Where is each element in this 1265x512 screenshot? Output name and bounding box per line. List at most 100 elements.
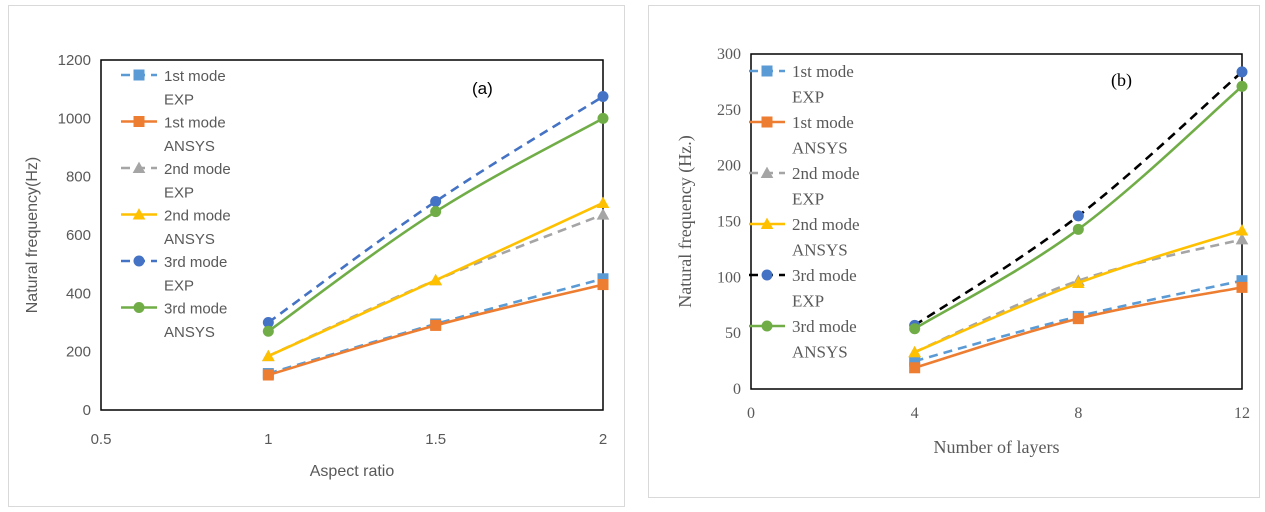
- chart-a-legend-label: 1st mode: [164, 115, 226, 132]
- chart-a-series-line: [267, 277, 604, 375]
- chart-a-panel-label: (a): [472, 79, 493, 98]
- chart-a-legend-label: 3rd mode: [164, 301, 227, 318]
- chart-b-data-point: [1236, 275, 1248, 287]
- chart-b-x-axis-label: Number of layers: [934, 437, 1060, 457]
- chart-b-plot-frame: [750, 53, 1243, 390]
- chart-a-xtick-label: 2: [599, 431, 607, 448]
- chart-a-data-point: [596, 196, 610, 208]
- chart-a-data-point: [430, 319, 442, 331]
- chart-b-xtick-label: 8: [1074, 405, 1082, 422]
- chart-b-legend-label: 1st mode: [792, 62, 854, 81]
- chart-a-xtick-label: 1: [264, 431, 272, 448]
- chart-a-data-point: [262, 317, 274, 328]
- chart-panel-b: 0 50 100 150 200 250 300 0 4 8 12 Number of layers N…: [648, 5, 1260, 498]
- chart-b-panel-label: (b): [1111, 70, 1132, 91]
- chart-a-data-point: [262, 369, 274, 381]
- chart-a-svg: 0 200 400 600 800 1000 1200 0.5 1 1.5 2 Aspect rati…: [24, 52, 610, 480]
- chart-a-legend-swatch-marker: [133, 255, 145, 267]
- chart-b-series-5: [909, 66, 1248, 331]
- chart-b-data-point: [1072, 313, 1084, 325]
- chart-a-legend-swatch-marker: [132, 208, 146, 220]
- chart-a-data-point: [430, 206, 442, 218]
- chart-b-series-2: [909, 281, 1248, 374]
- chart-b-data-point: [1072, 223, 1084, 235]
- chart-b-data-point: [908, 345, 921, 358]
- chart-b-legend: 1st mode EXP 1st mode ANSYS 2nd mode EXP 2nd m…: [749, 62, 860, 362]
- chart-b-series-line: [914, 238, 1243, 354]
- chart-b-ytick-label: 300: [717, 46, 741, 63]
- chart-a-legend-label: 3rd mode: [164, 254, 227, 271]
- chart-b-ytick-label: 0: [733, 381, 741, 398]
- chart-a-legend-swatch-marker: [133, 69, 145, 81]
- chart-b-legend-swatch-marker: [761, 65, 773, 77]
- chart-b-ytick-label: 100: [717, 269, 741, 286]
- chart-b-legend-label: EXP: [792, 88, 824, 107]
- chart-a-data-point: [429, 273, 442, 286]
- chart-b-data-point: [909, 355, 921, 367]
- chart-b-svg: 0 50 100 150 200 250 300 0 4 8 12 Number of layers N…: [675, 46, 1250, 457]
- chart-b-legend-label: 3rd mode: [792, 266, 857, 285]
- chart-a-plot-frame: [100, 59, 604, 411]
- chart-a-series-2: [262, 279, 609, 381]
- chart-a-ytick-label: 600: [66, 227, 91, 244]
- chart-a-data-point: [262, 349, 275, 362]
- chart-b-legend-swatch-marker: [760, 166, 774, 179]
- chart-b-data-point: [909, 362, 921, 374]
- chart-b-legend-swatch-marker: [760, 217, 774, 230]
- chart-b-xtick-label: 12: [1234, 405, 1250, 422]
- chart-a-data-point: [596, 208, 610, 220]
- chart-b-series-6: [909, 80, 1248, 335]
- chart-b-series-4: [908, 224, 1249, 358]
- chart-a-ytick-label: 1000: [58, 110, 91, 127]
- chart-b-legend-label: ANSYS: [792, 343, 848, 362]
- chart-b-legend-swatch-marker: [761, 269, 773, 281]
- chart-b-legend-label: 1st mode: [792, 113, 854, 132]
- chart-a-data-point: [597, 273, 609, 285]
- chart-a-series-4: [262, 196, 610, 362]
- chart-b-legend-label: EXP: [792, 292, 824, 311]
- chart-b-legend-swatch-marker: [761, 116, 773, 128]
- chart-a-data-point: [597, 90, 609, 102]
- chart-a-x-axis-label: Aspect ratio: [310, 463, 395, 480]
- chart-b-series-line: [913, 85, 1243, 330]
- chart-a-y-axis-label: Natural frequency(Hz): [24, 157, 41, 314]
- chart-a-legend-swatch-marker: [132, 161, 146, 174]
- chart-b-y-axis-label: Natural frequency (Hz.): [675, 135, 696, 307]
- chart-b-data-point: [1235, 224, 1249, 236]
- chart-a-series-6: [262, 112, 609, 337]
- chart-b-ytick-label: 150: [717, 214, 741, 231]
- chart-a-legend-label: ANSYS: [164, 324, 215, 341]
- chart-a-legend-label: 2nd mode: [164, 208, 231, 225]
- chart-a-ytick-label: 1200: [58, 52, 91, 69]
- chart-a-series-line: [267, 95, 604, 324]
- chart-b-ytick-label: 50: [725, 325, 741, 342]
- chart-a-ytick-label: 400: [66, 285, 91, 302]
- chart-b-xtick-label: 0: [747, 405, 755, 422]
- chart-b-data-point: [1235, 233, 1249, 245]
- chart-a-legend-label: EXP: [164, 184, 194, 201]
- chart-b-ytick-label: 250: [717, 102, 741, 119]
- chart-b-ytick-label: 200: [717, 158, 741, 175]
- chart-a-legend-label: ANSYS: [164, 231, 215, 248]
- chart-b-legend-label: EXP: [792, 190, 824, 209]
- chart-a-ytick-label: 800: [66, 169, 91, 186]
- chart-b-data-point: [909, 323, 921, 335]
- chart-b-legend-label: 2nd mode: [792, 164, 860, 183]
- chart-a-legend-swatch-marker: [133, 302, 145, 313]
- chart-a-xtick-label: 1.5: [425, 431, 446, 448]
- chart-a-legend-label: EXP: [164, 277, 194, 294]
- chart-a-ytick-label: 200: [66, 344, 91, 361]
- chart-a-legend-label: ANSYS: [164, 138, 215, 155]
- chart-a-data-point: [430, 195, 442, 207]
- chart-panel-a: 0 200 400 600 800 1000 1200 0.5 1 1.5 2 Aspect rati…: [8, 5, 625, 507]
- chart-a-data-point: [262, 325, 274, 337]
- chart-b-legend-label: ANSYS: [792, 139, 848, 158]
- chart-a-data-point: [597, 112, 609, 124]
- chart-b-data-point: [1072, 276, 1085, 288]
- chart-a-legend-label: 1st mode: [164, 68, 226, 85]
- chart-b-legend-swatch-marker: [761, 320, 773, 332]
- chart-b-xtick-label: 4: [911, 405, 919, 422]
- chart-b-data-point: [1236, 281, 1248, 293]
- chart-a-legend: 1st mode EXP 1st mode ANSYS 2nd mode EXP 2nd m…: [121, 68, 231, 341]
- chart-a-data-point: [597, 279, 609, 291]
